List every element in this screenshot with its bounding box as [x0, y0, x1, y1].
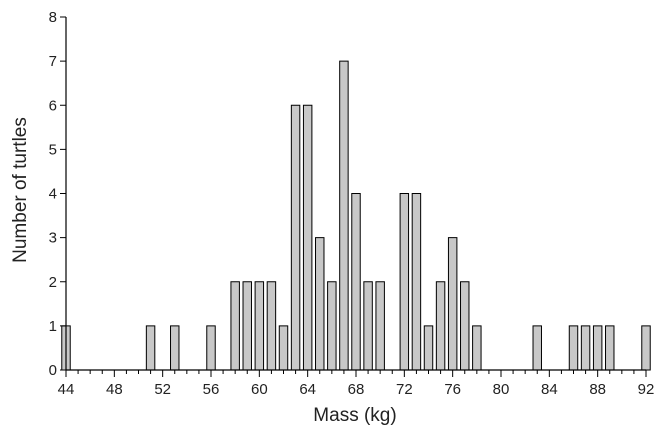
- bar-mass-86: [568, 325, 579, 371]
- x-tick-label-52: 52: [154, 381, 171, 398]
- x-tick-label-60: 60: [251, 381, 268, 398]
- bar-mass-62: [278, 325, 289, 371]
- bar-mass-66: [327, 281, 337, 371]
- x-tick-label-80: 80: [493, 381, 510, 398]
- x-tick-label-64: 64: [299, 381, 316, 398]
- y-tick-label-2: 2: [49, 274, 57, 291]
- bar-mass-53: [170, 325, 180, 371]
- x-axis: 44 48 52 56 60 64 68 72 76 80 84 88 92: [58, 369, 655, 398]
- bar-mass-51: [145, 325, 156, 371]
- x-tick-label-68: 68: [348, 381, 365, 398]
- bar-mass-63: [290, 104, 301, 371]
- x-tick-label-92: 92: [638, 381, 655, 398]
- bar-mass-73: [411, 193, 422, 371]
- bar-mass-72: [399, 193, 410, 371]
- bar-mass-83: [532, 325, 542, 371]
- y-tick-label-7: 7: [49, 53, 57, 70]
- y-tick-label-0: 0: [49, 362, 57, 379]
- bar-mass-59: [242, 281, 252, 371]
- bar-mass-58: [230, 281, 240, 371]
- x-tick-label-88: 88: [589, 381, 606, 398]
- bar-mass-87: [580, 325, 591, 371]
- bar-mass-61: [266, 281, 277, 371]
- bar-mass-74: [423, 325, 434, 371]
- bar-mass-89: [605, 325, 615, 371]
- x-tick-label-48: 48: [106, 381, 123, 398]
- bar-mass-60: [254, 281, 265, 371]
- x-tick-label-76: 76: [444, 381, 461, 398]
- bar-mass-88: [592, 325, 603, 371]
- y-tick-label-8: 8: [49, 9, 57, 26]
- x-tick-label-72: 72: [396, 381, 413, 398]
- y-tick-label-4: 4: [49, 186, 57, 203]
- x-tick-label-44: 44: [58, 381, 75, 398]
- bar-mass-76: [447, 237, 458, 371]
- bar-mass-69: [363, 281, 373, 371]
- y-tick-label-5: 5: [49, 141, 57, 158]
- x-tick-label-56: 56: [203, 381, 220, 398]
- bar-mass-65: [315, 237, 325, 371]
- y-tick-label-6: 6: [49, 97, 57, 114]
- bar-mass-67: [339, 60, 349, 371]
- x-tick-label-84: 84: [541, 381, 558, 398]
- bar-mass-92: [641, 325, 651, 371]
- bar-mass-64: [302, 104, 313, 371]
- bar-mass-75: [435, 281, 446, 371]
- bar-mass-78: [472, 325, 482, 371]
- bar-mass-56: [206, 325, 216, 371]
- bars-group: [61, 60, 651, 371]
- bar-mass-68: [351, 193, 361, 371]
- bar-mass-77: [460, 281, 470, 371]
- y-tick-label-1: 1: [49, 318, 57, 335]
- y-tick-label-3: 3: [49, 230, 57, 247]
- y-axis-title: Number of turtles: [10, 117, 31, 263]
- bar-mass-70: [375, 281, 385, 371]
- y-axis: 0 1 2 3 4 5 6 7 8: [49, 9, 67, 379]
- x-axis-title: Mass (kg): [313, 405, 396, 426]
